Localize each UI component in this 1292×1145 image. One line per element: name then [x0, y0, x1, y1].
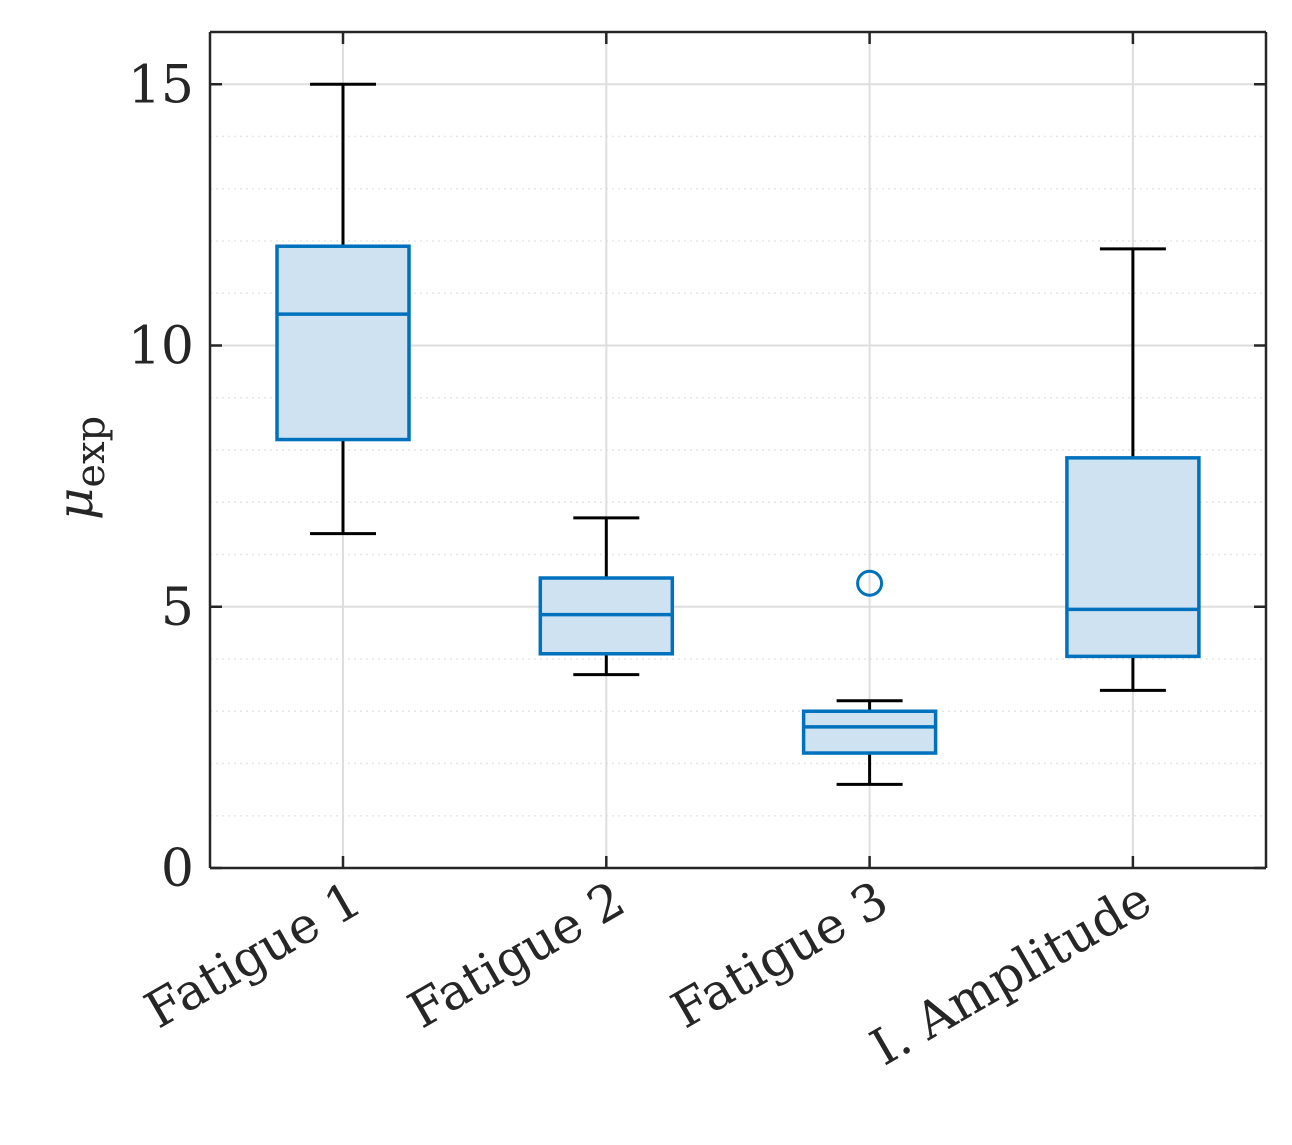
- axes-layer: [208, 30, 1268, 870]
- x-tick-label: I. Amplitude: [861, 870, 1161, 1077]
- box-body: [801, 709, 938, 755]
- y-tick-label: 10: [128, 317, 194, 377]
- y-axis-label: μexp: [46, 416, 114, 520]
- y-tick-label: 0: [161, 839, 194, 899]
- box-body: [1065, 456, 1201, 659]
- x-tick-label: Fatigue 3: [662, 870, 898, 1040]
- outlier-point: [856, 569, 884, 597]
- y-tick-label: 5: [161, 578, 194, 638]
- y-axis-label-subscript: exp: [68, 416, 114, 488]
- y-axis-label-main: μ: [46, 488, 104, 521]
- boxes-layer: [275, 82, 1201, 786]
- x-tick-label: Fatigue 2: [399, 870, 635, 1040]
- y-tick-label: 15: [128, 55, 194, 115]
- grid-layer: [210, 32, 1266, 868]
- box-body: [275, 244, 411, 442]
